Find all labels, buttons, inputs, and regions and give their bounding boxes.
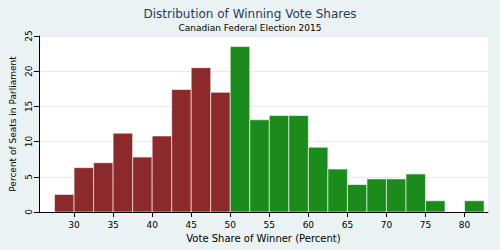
svg-text:Vote Share of Winner (Percent): Vote Share of Winner (Percent) [186, 233, 340, 244]
svg-text:55: 55 [264, 220, 275, 230]
svg-text:70: 70 [381, 220, 393, 230]
svg-text:20: 20 [24, 65, 34, 77]
svg-text:15: 15 [24, 101, 34, 112]
svg-text:75: 75 [420, 220, 431, 230]
svg-text:0: 0 [24, 209, 34, 215]
svg-text:50: 50 [225, 220, 237, 230]
svg-text:5: 5 [24, 174, 34, 180]
svg-text:10: 10 [24, 136, 34, 148]
svg-text:35: 35 [107, 220, 118, 230]
svg-text:40: 40 [146, 220, 158, 230]
svg-text:45: 45 [185, 220, 196, 230]
svg-text:65: 65 [342, 220, 353, 230]
svg-text:Canadian Federal Election 2015: Canadian Federal Election 2015 [178, 23, 321, 33]
svg-text:60: 60 [303, 220, 315, 230]
svg-text:Distribution of Winning Vote S: Distribution of Winning Vote Shares [143, 7, 356, 21]
svg-text:30: 30 [68, 220, 80, 230]
svg-text:Percent of Seats in Parliament: Percent of Seats in Parliament [8, 56, 18, 192]
svg-text:80: 80 [459, 220, 471, 230]
svg-text:25: 25 [24, 30, 34, 41]
